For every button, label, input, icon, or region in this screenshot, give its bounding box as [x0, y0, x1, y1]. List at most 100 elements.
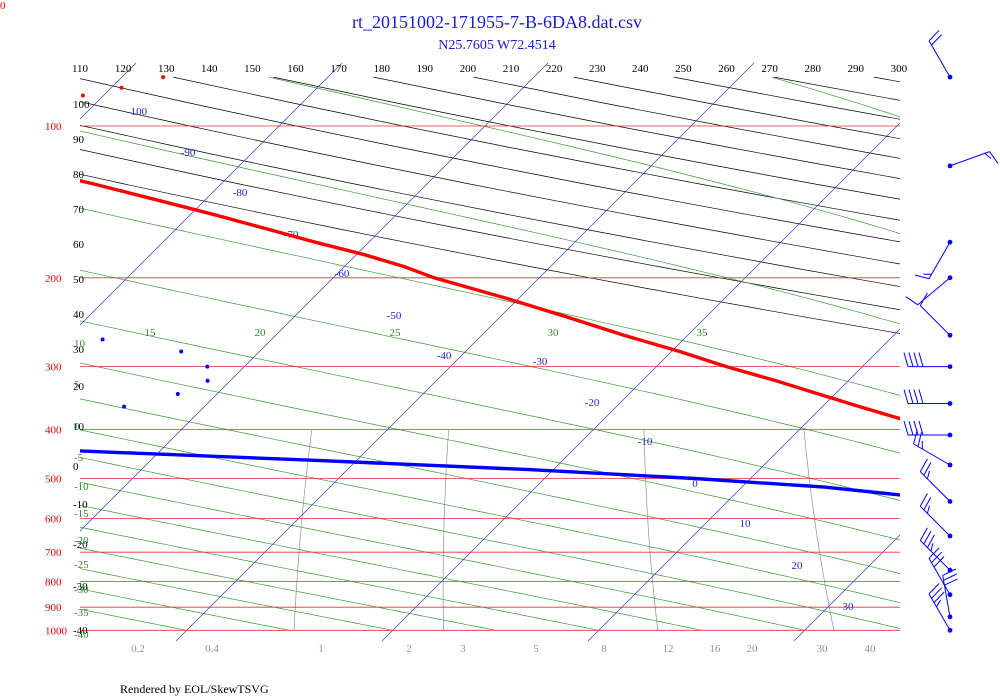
wind-barb-feather: [926, 470, 930, 479]
potential-temperature-label: 280: [804, 63, 821, 75]
mixing-ratio-label: 0.2: [131, 643, 145, 655]
wind-barb-feather: [931, 34, 942, 46]
isotherm-line: [175, 63, 755, 641]
wind-barb-feather: [908, 420, 914, 436]
wind-barb-feather: [919, 292, 928, 306]
moist-adiabat-label: -35: [74, 607, 89, 619]
chart-title: rt_20151002-171955-7-B-6DA8.dat.csv: [352, 12, 642, 32]
moist-adiabat-label: 10: [74, 338, 86, 350]
potential-temperature-label: 140: [201, 63, 218, 75]
dry-adiabat-label: 100: [73, 99, 90, 111]
wind-barb-feather: [903, 352, 909, 367]
temperature-point: [28, 101, 32, 105]
isotherm-label: -20: [585, 397, 600, 409]
moist-adiabat-label: 15: [145, 327, 157, 339]
dry-adiabat-label: 30: [73, 344, 85, 356]
dry-adiabat-line: [80, 101, 900, 265]
wind-barb-feather: [913, 429, 918, 445]
dry-adiabat-label: 90: [73, 134, 85, 146]
isotherm-label: 10: [740, 518, 752, 530]
potential-temperature-label: 190: [417, 63, 434, 75]
dewpoint-point: [100, 337, 105, 342]
dry-adiabat-label: 40: [73, 309, 85, 321]
wind-barb-feather: [917, 432, 922, 447]
isotherm-label: 20: [792, 560, 804, 572]
moist-adiabat-line: [80, 505, 702, 631]
wind-barb-staff: [928, 593, 951, 631]
wind-barb-feather: [905, 296, 919, 306]
wind-barb-feather: [908, 389, 914, 404]
dry-adiabat-label: 20: [73, 381, 85, 393]
pressure-label: 100: [45, 121, 62, 133]
wind-barb-feather: [923, 531, 932, 545]
wind-barb-feather: [926, 505, 930, 514]
potential-temperature-label: 150: [244, 63, 261, 75]
dewpoint-profile: [80, 449, 900, 497]
wind-barb-feather: [919, 458, 928, 472]
wind-barb: [913, 429, 953, 468]
wind-barb-feather: [942, 568, 957, 576]
isotherm-label: -50: [387, 310, 402, 322]
moist-adiabat-label: -15: [74, 508, 89, 520]
wind-barb-feather: [923, 496, 932, 511]
moist-adiabat-label: -25: [74, 559, 89, 571]
wind-barb-feather: [913, 389, 919, 404]
moist-adiabat-label: 30: [548, 327, 560, 339]
isotherm-line: [80, 63, 549, 532]
potential-temperature-label: 120: [115, 63, 132, 75]
potential-temperature-label: 270: [761, 63, 778, 75]
isotherm-label: 0: [692, 478, 698, 490]
wind-barb-feather: [989, 151, 999, 164]
moist-adiabat-line: [80, 429, 900, 604]
potential-temperature-label: 170: [330, 63, 347, 75]
wind-barbs: [903, 29, 999, 633]
moist-adiabat-label: 35: [697, 327, 709, 339]
moist-adiabat-line: [80, 588, 290, 631]
wind-barb-feather: [943, 573, 957, 581]
wind-barb-staff: [919, 305, 951, 336]
wind-barb: [928, 547, 953, 598]
potential-temperature-label: 250: [675, 63, 692, 75]
wind-barb-feather: [903, 420, 909, 436]
wind-barb-feather: [914, 274, 930, 280]
moist-adiabat-line: [80, 320, 900, 501]
dry-adiabat-line: [974, 77, 1000, 641]
wind-barb-staff: [919, 505, 951, 537]
wind-barb-staff: [942, 575, 951, 617]
moist-adiabat-label: -20: [74, 535, 89, 547]
isotherm-line: [587, 328, 900, 641]
potential-temperature-label: 230: [589, 63, 606, 75]
moist-adiabat-label: 25: [390, 327, 402, 339]
wind-barb-feather: [944, 578, 958, 586]
wind-barb-staff: [919, 540, 951, 571]
mixing-ratio-label: 12: [663, 643, 674, 655]
moist-adiabat-line: [80, 568, 393, 631]
wind-barb: [905, 275, 953, 306]
wind-barb-feather: [933, 556, 945, 568]
potential-temperature-label: 200: [460, 63, 477, 75]
dewpoint-point: [175, 392, 180, 396]
dewpoint-point: [122, 404, 127, 409]
wind-barb-feather: [933, 591, 945, 603]
wind-barb: [942, 568, 958, 620]
isotherm-label: -100: [127, 106, 148, 118]
isotherm-label: -40: [437, 350, 452, 362]
moist-adiabat-line: [80, 269, 900, 454]
wind-barb-feather: [908, 352, 914, 367]
wind-barb: [928, 29, 953, 80]
potential-temperature-label: 240: [632, 63, 649, 75]
wind-barb: [919, 527, 953, 573]
mixing-ratio-label: 3: [460, 643, 466, 655]
mixing-ratio-label: 8: [601, 643, 607, 655]
mixing-ratio-label: 0.4: [205, 643, 219, 655]
pressure-label: 700: [45, 547, 62, 559]
wind-barb-feather: [936, 599, 942, 608]
potential-temperature-label: 180: [373, 63, 390, 75]
corner-label: 0: [0, 0, 6, 12]
wind-barb-feather: [918, 352, 924, 367]
mixing-ratio-label: 20: [747, 643, 759, 655]
wind-barb: [914, 239, 953, 280]
wind-barb-staff: [919, 471, 951, 502]
dry-adiabat-label: 60: [73, 239, 85, 251]
